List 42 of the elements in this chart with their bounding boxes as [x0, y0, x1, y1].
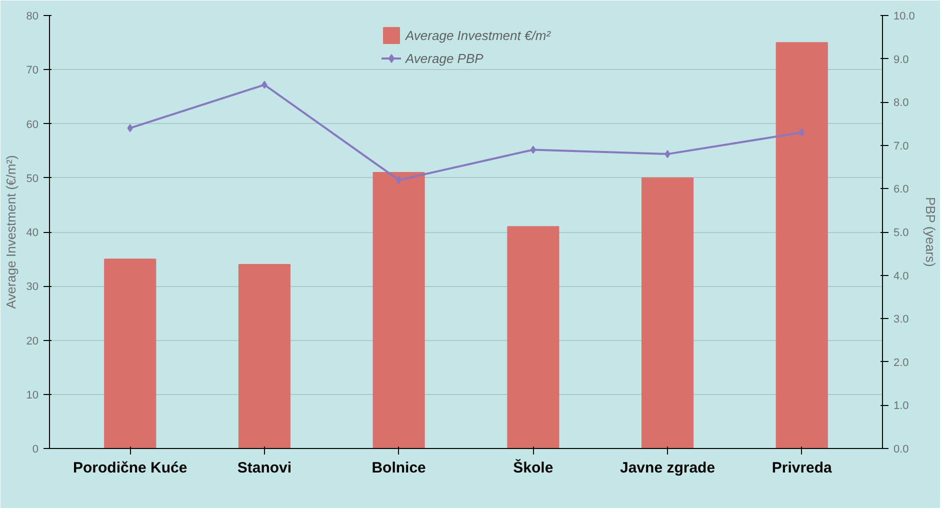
point — [396, 176, 402, 184]
y2-tick-label: 3.0 — [894, 314, 909, 326]
point — [127, 124, 133, 132]
x-tick-label: Javne zgrade — [620, 460, 716, 476]
legend-label: Average PBP — [406, 50, 484, 66]
y2-tick-label: 0.0 — [894, 444, 909, 456]
x-tick-label: Škole — [513, 458, 554, 476]
x-tick-label: Privreda — [772, 460, 833, 476]
bar — [372, 172, 425, 448]
y-tick-label: 80 — [26, 10, 39, 22]
y-tick-label: 30 — [26, 281, 39, 294]
x-tick-label: Porodične Kuće — [73, 460, 188, 476]
bar — [642, 177, 694, 448]
y-tick-label: 20 — [26, 335, 39, 348]
y-tick-label: 40 — [26, 227, 39, 239]
x-tick-label: Stanovi — [237, 460, 292, 476]
y-tick-label: 60 — [26, 118, 39, 131]
y-tick-label: 70 — [26, 64, 39, 77]
y-tick-label: 50 — [26, 172, 39, 185]
legend-label: Average Investment €/m² — [406, 28, 550, 42]
point — [262, 80, 268, 89]
bar — [507, 226, 560, 448]
bar — [776, 42, 828, 448]
y2-tick-label: 10.0 — [894, 10, 915, 22]
y-tick-label: 10 — [26, 389, 39, 402]
y2-tick-label: 8.0 — [894, 97, 909, 110]
bar — [238, 264, 290, 448]
y-axis-title: Average Investment (€/m²) — [3, 155, 18, 309]
y2-tick-label: 9.0 — [894, 54, 909, 66]
y2-tick-label: 1.0 — [894, 400, 909, 412]
y2-tick-label: 4.0 — [894, 270, 909, 282]
bar — [104, 258, 156, 448]
y2-tick-label: 6.0 — [894, 184, 909, 196]
y-tick-label: 0 — [32, 444, 39, 456]
x-tick-label: Bolnice — [372, 460, 426, 476]
y2-axis-title: PBP (years) — [922, 196, 938, 267]
point — [530, 146, 536, 154]
point — [799, 128, 805, 136]
y2-tick-label: 5.0 — [894, 227, 909, 239]
point — [664, 150, 670, 158]
y2-tick-label: 2.0 — [894, 356, 909, 369]
y2-tick-label: 7.0 — [894, 140, 909, 152]
